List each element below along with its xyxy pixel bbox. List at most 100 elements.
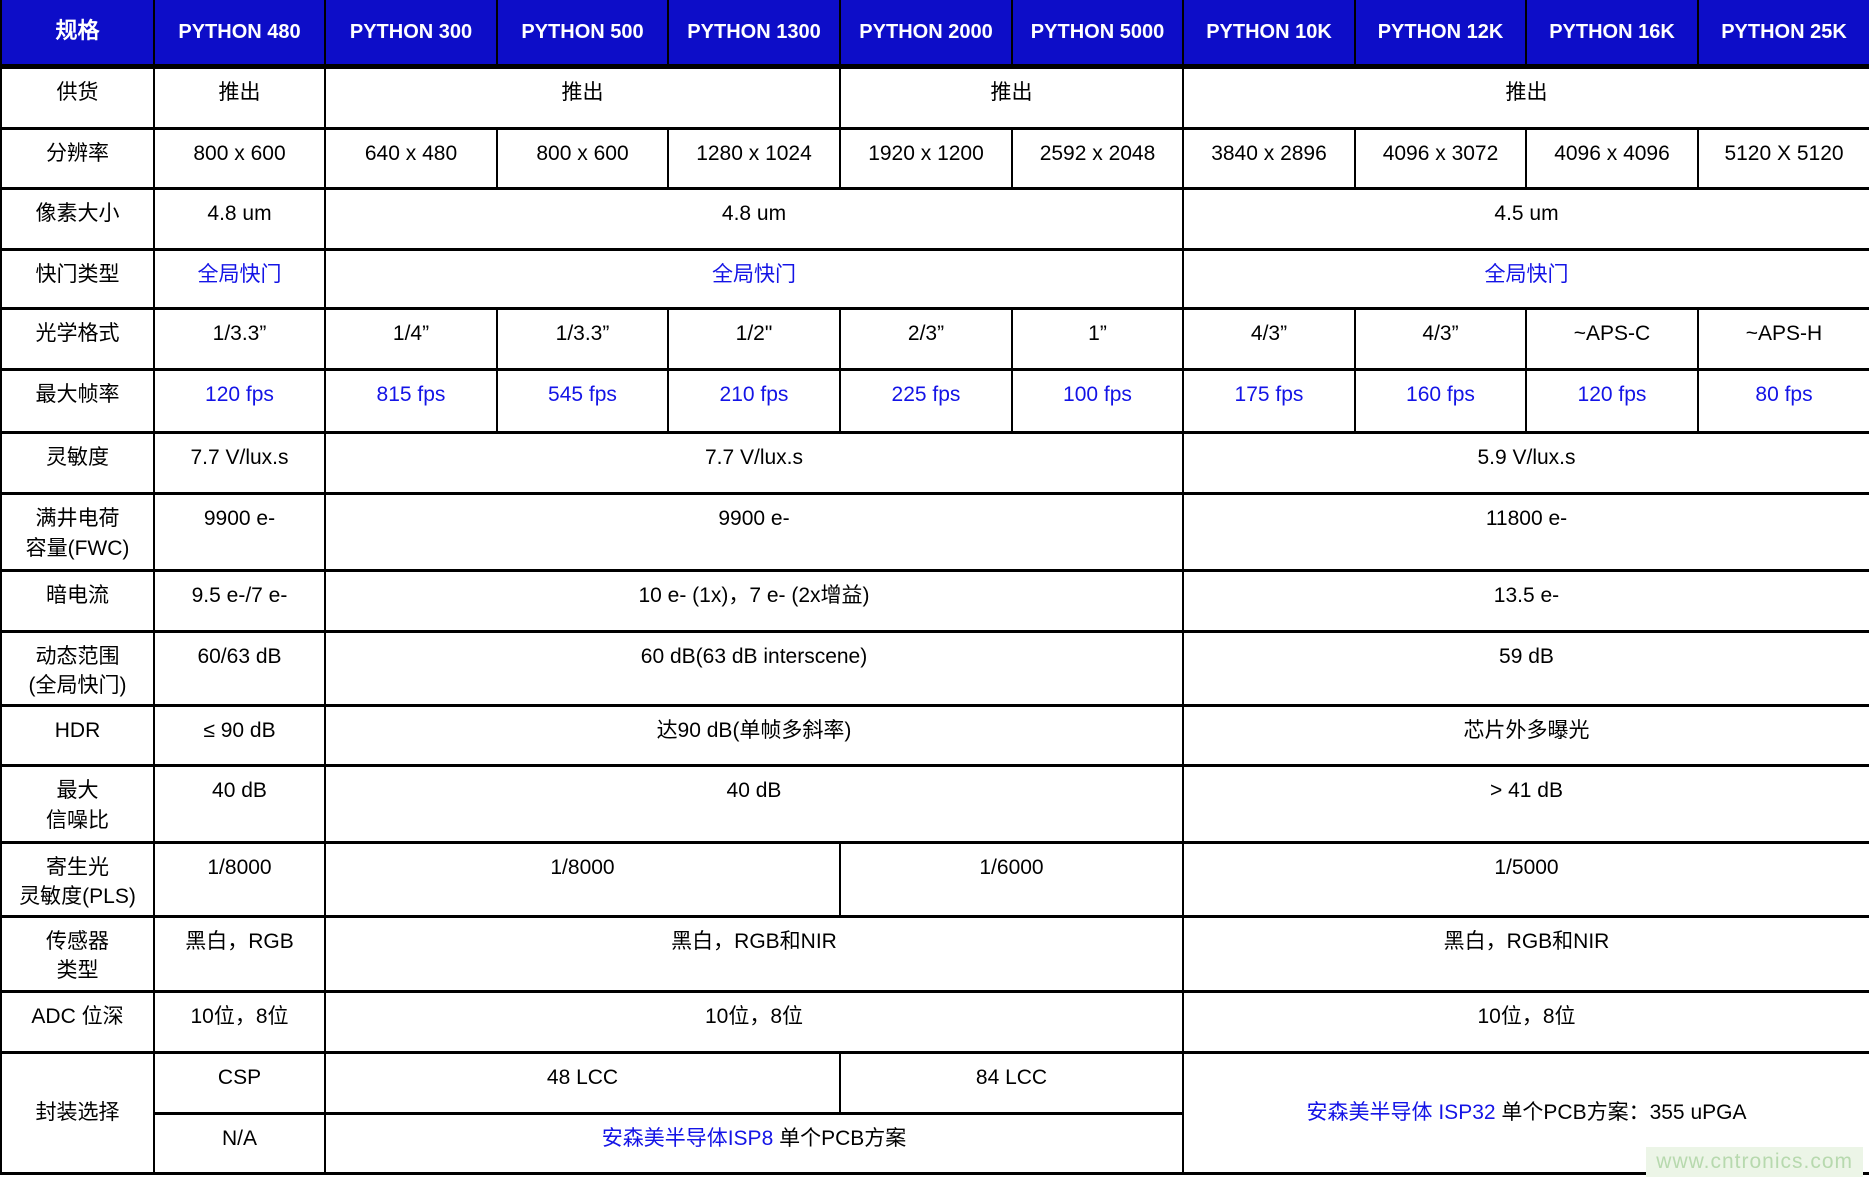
row-label-max-snr: 最大 信噪比: [0, 764, 155, 844]
header-python-2000: PYTHON 2000: [839, 0, 1013, 69]
row-label-adc-depth: ADC 位深: [0, 990, 155, 1055]
row-max-snr: 最大 信噪比 40 dB 40 dB > 41 dB: [0, 764, 1869, 844]
row-pls: 寄生光 灵敏度(PLS) 1/8000 1/8000 1/6000 1/5000: [0, 840, 1869, 918]
cell-dark-current-300-5000: 10 e- (1x)，7 e- (2x增益): [324, 569, 1184, 633]
row-label-max-frame-rate: 最大帧率: [0, 367, 155, 434]
cell-fps-480: 120 fps: [153, 367, 326, 434]
header-python-500: PYTHON 500: [496, 0, 669, 69]
cell-adc-300-5000: 10位，8位: [324, 990, 1184, 1055]
row-label-optical-format: 光学格式: [0, 307, 155, 371]
cell-optical-10k: 4/3”: [1182, 307, 1356, 371]
cell-fps-12k: 160 fps: [1354, 367, 1527, 434]
row-package-bottom: N/A 安森美半导体ISP8 单个PCB方案: [1, 1111, 1869, 1176]
cell-shutter-10k-25k: 全局快门: [1182, 248, 1869, 311]
header-python-10k: PYTHON 10K: [1182, 0, 1356, 69]
cell-package-2000-5000: 84 LCC: [839, 1051, 1184, 1115]
row-label-resolution: 分辨率: [0, 126, 155, 190]
row-hdr: HDR ≤ 90 dB 达90 dB(单帧多斜率) 芯片外多曝光: [0, 704, 1869, 768]
cell-package-300-1300: 48 LCC: [324, 1051, 841, 1115]
cell-sensor-type-480: 黑白，RGB: [153, 914, 326, 994]
cell-availability-10k-25k: 推出: [1182, 64, 1869, 130]
row-dark-current: 暗电流 9.5 e-/7 e- 10 e- (1x)，7 e- (2x增益) 1…: [0, 569, 1869, 633]
cell-fps-300: 815 fps: [324, 367, 498, 434]
cell-sensor-type-10k-25k: 黑白，RGB和NIR: [1182, 914, 1869, 994]
header-python-25k: PYTHON 25K: [1697, 0, 1869, 69]
cell-fps-2000: 225 fps: [839, 367, 1013, 434]
row-optical-format: 光学格式 1/3.3” 1/4” 1/3.3” 1/2" 2/3” 1” 4/3…: [0, 307, 1869, 371]
cell-dynamic-range-480: 60/63 dB: [153, 629, 326, 708]
isp32-text: 单个PCB方案：355 uPGA: [1495, 1101, 1747, 1125]
row-label-pls: 寄生光 灵敏度(PLS): [0, 840, 155, 918]
cell-optical-5000: 1”: [1011, 307, 1184, 371]
cell-resolution-300: 640 x 480: [324, 126, 498, 190]
isp32-link[interactable]: 安森美半导体 ISP32: [1306, 1101, 1496, 1125]
row-label-availability: 供货: [0, 64, 155, 130]
cell-fps-25k: 80 fps: [1697, 367, 1869, 434]
cell-pls-10k-25k: 1/5000: [1182, 840, 1869, 918]
cell-sensitivity-480: 7.7 V/lux.s: [153, 430, 326, 496]
row-label-pixel-size: 像素大小: [0, 186, 155, 252]
isp8-text: 单个PCB方案: [773, 1126, 907, 1150]
row-label-fwc: 满井电荷 容量(FWC): [0, 492, 155, 573]
cell-pixel-size-300-5000: 4.8 um: [324, 186, 1184, 252]
cell-availability-300-1300: 推出: [324, 64, 841, 130]
cell-dark-current-10k-25k: 13.5 e-: [1182, 569, 1869, 633]
cell-dark-current-480: 9.5 e-/7 e-: [153, 569, 326, 633]
row-fwc: 满井电荷 容量(FWC) 9900 e- 9900 e- 11800 e-: [0, 492, 1869, 573]
row-label-dark-current: 暗电流: [0, 569, 155, 633]
header-python-1300: PYTHON 1300: [667, 0, 841, 69]
watermark: www.cntronics.com: [1646, 1147, 1863, 1177]
header-python-5000: PYTHON 5000: [1011, 0, 1184, 69]
header-spec: 规格: [0, 0, 155, 69]
cell-package-480-top: CSP: [153, 1051, 326, 1115]
header-row: 规格 PYTHON 480 PYTHON 300 PYTHON 500 PYTH…: [0, 0, 1869, 69]
cell-resolution-25k: 5120 X 5120: [1697, 126, 1869, 190]
row-label-hdr: HDR: [0, 704, 155, 768]
header-python-300: PYTHON 300: [324, 0, 498, 69]
cell-pls-300-1300: 1/8000: [324, 840, 841, 918]
cell-optical-300: 1/4”: [324, 307, 498, 371]
cell-pixel-size-10k-25k: 4.5 um: [1182, 186, 1869, 252]
row-label-sensor-type: 传感器 类型: [0, 914, 155, 994]
row-dynamic-range: 动态范围 (全局快门) 60/63 dB 60 dB(63 dB intersce…: [0, 629, 1869, 708]
cell-package-300-5000: 安森美半导体ISP8 单个PCB方案: [324, 1111, 1184, 1176]
cell-max-snr-300-5000: 40 dB: [324, 764, 1184, 844]
cell-optical-480: 1/3.3”: [153, 307, 326, 371]
cell-resolution-2000: 1920 x 1200: [839, 126, 1013, 190]
cell-hdr-480: ≤ 90 dB: [153, 704, 326, 768]
cell-package-480-bottom: N/A: [153, 1111, 326, 1176]
cell-fps-10k: 175 fps: [1182, 367, 1356, 434]
cell-fwc-300-5000: 9900 e-: [324, 492, 1184, 573]
row-label-dynamic-range: 动态范围 (全局快门): [0, 629, 155, 708]
cell-sensitivity-10k-25k: 5.9 V/lux.s: [1182, 430, 1869, 496]
cell-resolution-10k: 3840 x 2896: [1182, 126, 1356, 190]
row-sensor-type: 传感器 类型 黑白，RGB 黑白，RGB和NIR 黑白，RGB和NIR: [0, 914, 1869, 994]
cell-fwc-480: 9900 e-: [153, 492, 326, 573]
header-python-16k: PYTHON 16K: [1525, 0, 1699, 69]
cell-resolution-480: 800 x 600: [153, 126, 326, 190]
row-shutter-type: 快门类型 全局快门 全局快门 全局快门: [0, 248, 1869, 311]
cell-resolution-1300: 1280 x 1024: [667, 126, 841, 190]
cell-pixel-size-480: 4.8 um: [153, 186, 326, 252]
cell-resolution-500: 800 x 600: [496, 126, 669, 190]
cell-availability-480: 推出: [153, 64, 326, 130]
cell-resolution-5000: 2592 x 2048: [1011, 126, 1184, 190]
cell-adc-10k-25k: 10位，8位: [1182, 990, 1869, 1055]
cell-fps-16k: 120 fps: [1525, 367, 1699, 434]
cell-dynamic-range-10k-25k: 59 dB: [1182, 629, 1869, 708]
cell-max-snr-480: 40 dB: [153, 764, 326, 844]
cell-resolution-12k: 4096 x 3072: [1354, 126, 1527, 190]
row-resolution: 分辨率 800 x 600 640 x 480 800 x 600 1280 x…: [0, 126, 1869, 190]
cell-shutter-300-5000: 全局快门: [324, 248, 1184, 311]
row-label-sensitivity: 灵敏度: [0, 430, 155, 496]
cell-fps-1300: 210 fps: [667, 367, 841, 434]
cell-hdr-300-5000: 达90 dB(单帧多斜率): [324, 704, 1184, 768]
cell-sensitivity-300-5000: 7.7 V/lux.s: [324, 430, 1184, 496]
row-max-frame-rate: 最大帧率 120 fps 815 fps 545 fps 210 fps 225…: [0, 367, 1869, 434]
isp8-link[interactable]: 安森美半导体ISP8: [601, 1126, 774, 1150]
cell-shutter-480: 全局快门: [153, 248, 326, 311]
cell-pls-480: 1/8000: [153, 840, 326, 918]
row-sensitivity: 灵敏度 7.7 V/lux.s 7.7 V/lux.s 5.9 V/lux.s: [0, 430, 1869, 496]
